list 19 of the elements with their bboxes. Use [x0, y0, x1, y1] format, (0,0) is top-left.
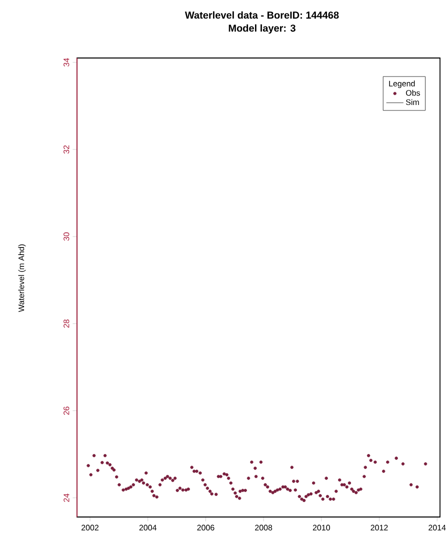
y-tick-label: 30	[64, 232, 70, 241]
chart-title: Waterlevel data - BoreID: 144468	[184, 11, 339, 19]
legend-label: Obs	[406, 90, 420, 96]
x-tick-label: 2012	[370, 524, 388, 530]
y-tick-label: 32	[64, 145, 70, 154]
y-tick-label: 24	[64, 494, 70, 502]
x-tick-label: 2010	[312, 524, 330, 530]
chart-subtitle: Model layer: 3	[228, 24, 296, 34]
legend-label: Sim	[406, 99, 419, 106]
y-axis-title: Waterlevel (m Ahd)	[18, 244, 26, 312]
x-tick-label: 2004	[139, 524, 157, 530]
x-tick-label: 2006	[197, 524, 214, 530]
x-tick-label: 2008	[255, 524, 272, 530]
y-tick-label: 34	[64, 58, 70, 67]
x-tick-label: 2014	[428, 524, 446, 530]
x-tick-label: 2002	[82, 524, 99, 530]
y-tick-label: 26	[64, 406, 70, 415]
y-tick-label: 28	[64, 320, 70, 328]
legend-title: Legend	[389, 80, 415, 88]
